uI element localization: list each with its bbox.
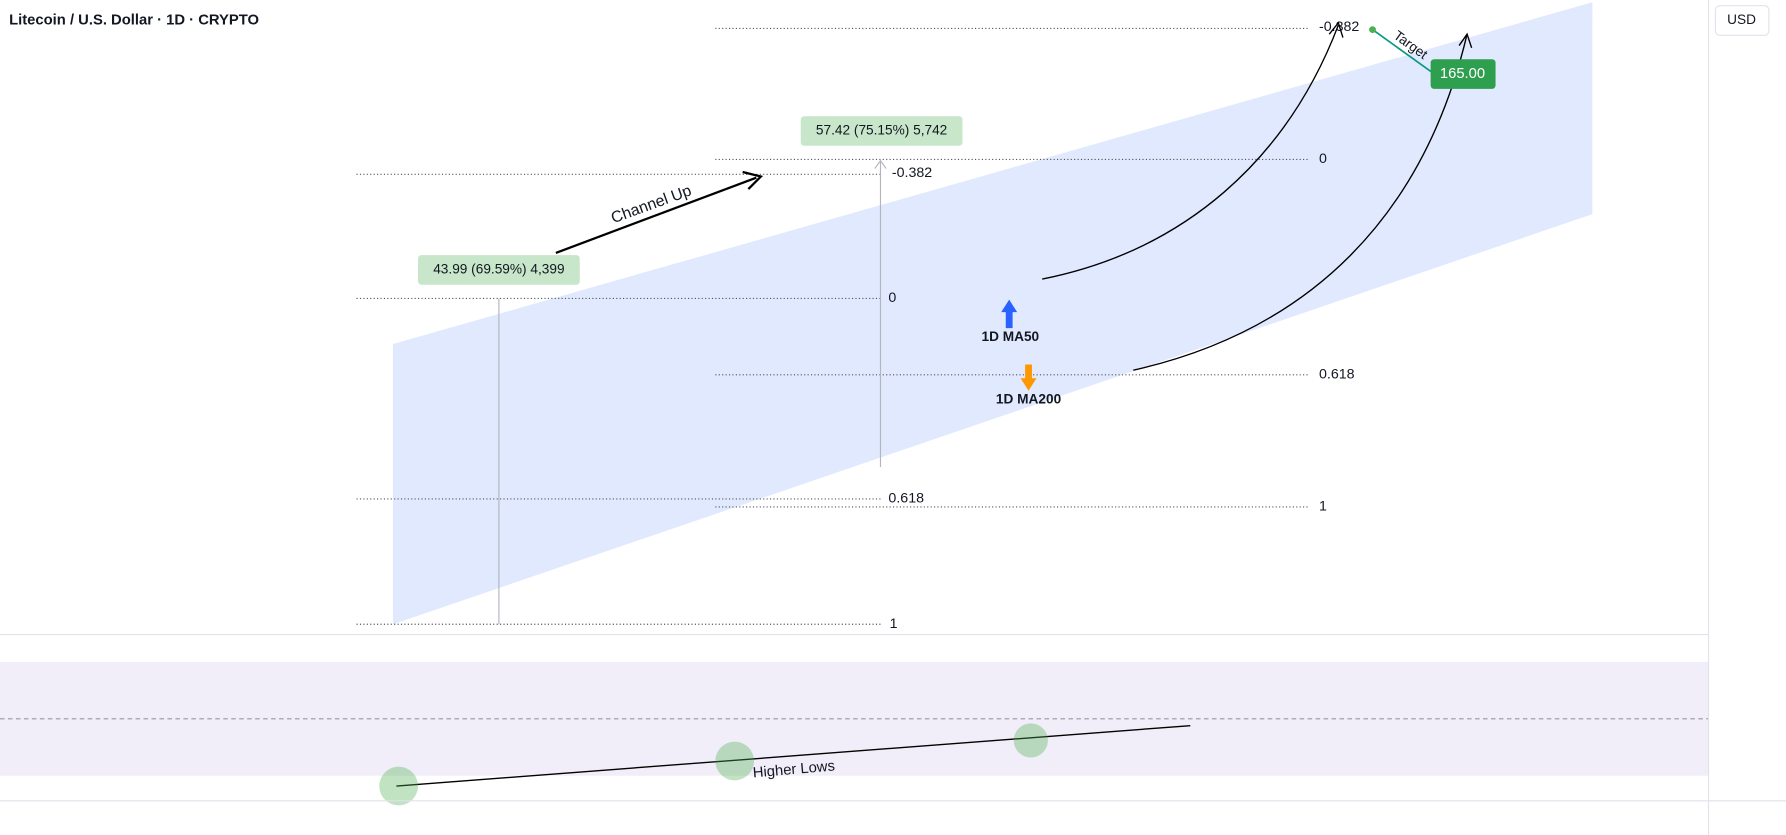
rsi-label: Higher Lows	[752, 758, 835, 781]
currency-button[interactable]	[1714, 5, 1770, 36]
projection-curve	[1133, 34, 1468, 371]
chart-title: Litecoin / U.S. Dollar · 1D · CRYPTO	[9, 12, 259, 28]
fib-label: 0.618	[888, 491, 924, 507]
projection-curve	[1042, 24, 1339, 280]
measure-label: 43.99 (69.59%) 4,399	[433, 262, 564, 277]
measure-label: 57.42 (75.15%) 5,742	[816, 123, 947, 138]
fib-label: 1	[1319, 499, 1327, 515]
rsi-low-marker	[715, 741, 755, 781]
ma200-label: 1D MA200	[996, 391, 1062, 406]
measure-arrow	[874, 159, 887, 169]
ma200-arrow	[1020, 364, 1037, 391]
drawings-under	[0, 2, 1709, 776]
ma50-label: 1D MA50	[981, 329, 1039, 344]
measure-box	[418, 255, 580, 285]
arrow-head	[742, 170, 764, 190]
arrow-head	[1458, 32, 1473, 49]
target-box	[1430, 59, 1496, 89]
fib-label: 0	[1319, 151, 1327, 167]
fib-label: 1	[890, 616, 898, 632]
rsi-trendline	[396, 724, 1191, 787]
arrow-head	[1328, 21, 1344, 38]
rsi-low-marker	[1013, 723, 1048, 758]
measure-box	[800, 116, 963, 146]
channel	[392, 2, 1593, 625]
fib-label: 0.618	[1319, 367, 1355, 383]
target-value: 165.00	[1440, 66, 1485, 82]
ma50-arrow	[1001, 299, 1018, 329]
rsi-low-marker	[379, 766, 419, 806]
currency[interactable]: USD	[1727, 12, 1756, 27]
fib-label: 0	[888, 290, 896, 306]
target-line	[1372, 28, 1434, 74]
fib-label: -0.382	[892, 165, 932, 181]
target-dot	[1369, 26, 1376, 34]
channel-arrow	[555, 176, 757, 254]
